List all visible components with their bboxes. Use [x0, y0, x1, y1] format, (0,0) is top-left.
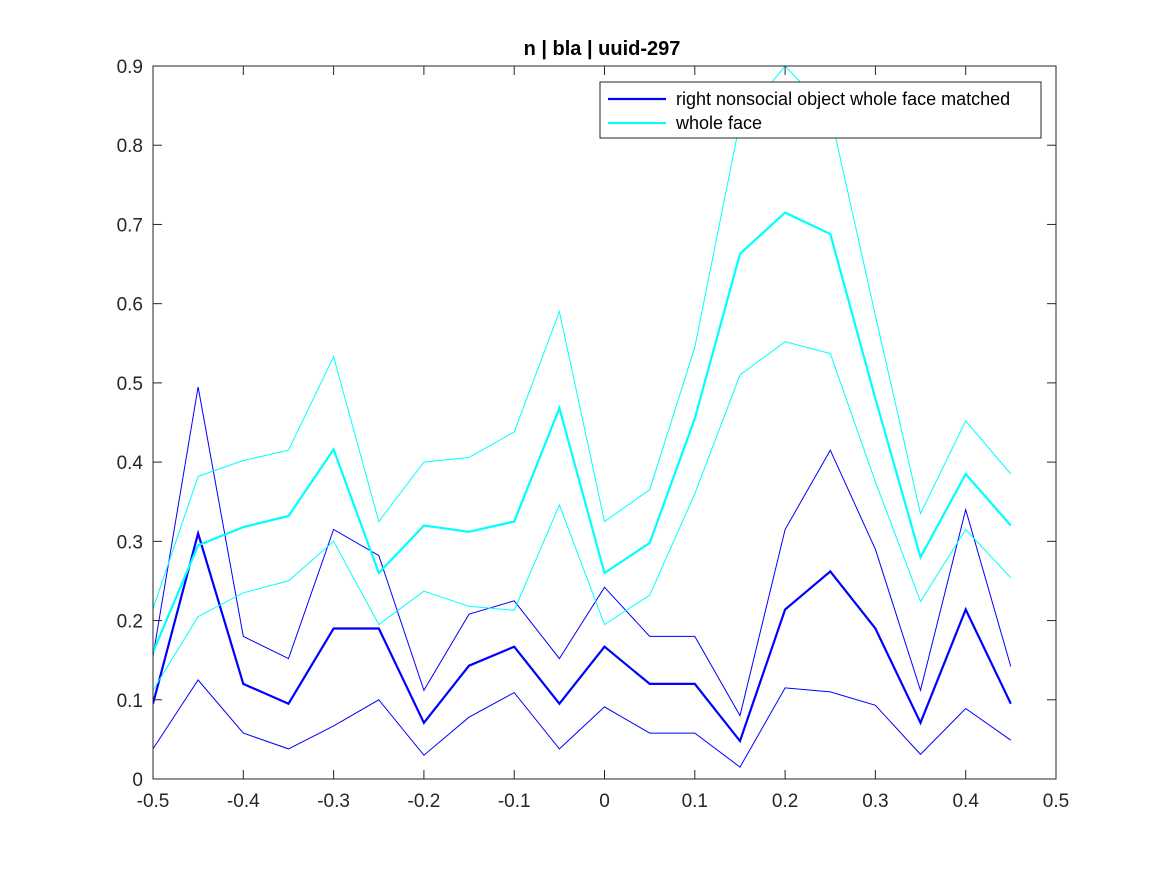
x-tick-label: -0.5 [137, 791, 170, 812]
x-tick-label: 0.3 [862, 791, 888, 812]
legend-box [599, 81, 1042, 139]
series-line-3 [153, 679, 1012, 768]
y-tick-label: 0 [132, 770, 143, 791]
y-tick-label: 0.7 [117, 215, 143, 236]
x-tick-label: 0.5 [1043, 791, 1069, 812]
y-tick-label: 0.8 [117, 136, 143, 157]
legend: right nonsocial object whole face matche… [599, 81, 1042, 139]
series-line-4 [153, 211, 1012, 653]
y-tick-label: 0.5 [117, 374, 143, 395]
x-tick-label: -0.4 [227, 791, 260, 812]
x-tick-label: -0.2 [408, 791, 441, 812]
series-line-1 [153, 529, 1012, 744]
x-tick-label: 0 [599, 791, 610, 812]
series-line-6 [153, 341, 1012, 691]
x-tick-label: -0.3 [317, 791, 350, 812]
y-tick-label: 0.4 [117, 453, 144, 474]
y-tick-label: 0.3 [117, 532, 143, 553]
plot-area [153, 66, 1056, 779]
x-tick-label: -0.1 [498, 791, 531, 812]
legend-entry: whole face [675, 113, 762, 133]
y-tick-label: 0.1 [117, 691, 143, 712]
series-line-2 [153, 386, 1012, 717]
y-tick-label: 0.9 [117, 57, 143, 78]
chart-title: n | bla | uuid-297 [524, 38, 681, 60]
x-tick-label: 0.1 [682, 791, 708, 812]
y-tick-label: 0.2 [117, 612, 143, 633]
series-line-5 [153, 66, 1012, 609]
legend-entry: right nonsocial object whole face matche… [676, 89, 1010, 109]
x-tick-label: 0.2 [772, 791, 798, 812]
y-tick-label: 0.6 [117, 295, 143, 316]
x-tick-label: 0.4 [952, 791, 979, 812]
